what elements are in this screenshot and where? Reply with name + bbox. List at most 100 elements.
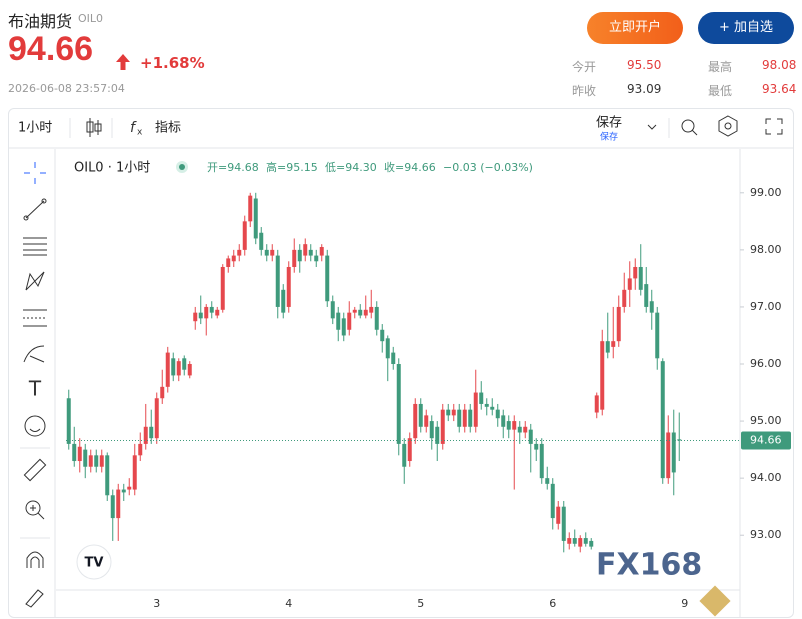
candle-body [523, 426, 528, 433]
candle-body [325, 255, 330, 302]
trendline-tool[interactable] [23, 198, 47, 221]
x-tick-label: 6 [549, 597, 556, 610]
quick-search-button[interactable] [681, 119, 698, 136]
lock-tool[interactable] [25, 589, 44, 608]
candle-body [490, 406, 495, 410]
magnet-tool[interactable] [26, 551, 44, 568]
candle-body [429, 421, 434, 439]
y-tick-label: 97.00 [750, 300, 782, 313]
instrument-title: 布油期货 [8, 12, 73, 31]
indicators-button[interactable]: 指标 [155, 121, 181, 136]
last-price: 94.66 [8, 30, 94, 68]
crosshair-tool[interactable] [24, 162, 46, 184]
candle-body [391, 352, 396, 365]
candle-body [187, 364, 192, 376]
candle-body [451, 409, 456, 416]
interval-button[interactable]: 1小时 [18, 121, 52, 136]
candle-body [589, 540, 594, 547]
chart-card [8, 108, 794, 618]
tv-logo [76, 544, 112, 580]
candle-body [407, 438, 412, 462]
candle-body [204, 306, 209, 319]
candle-body [501, 415, 506, 427]
candle-body [369, 306, 374, 313]
candle-body [308, 249, 313, 256]
candle-body [105, 455, 110, 496]
candle-body [215, 309, 220, 316]
save-dropdown[interactable] [647, 124, 657, 130]
candle-body [198, 312, 203, 319]
candle-body [176, 361, 181, 376]
candle-body [633, 266, 638, 279]
candle-body [457, 409, 462, 427]
candle-body [270, 249, 275, 256]
candle-body [72, 443, 77, 462]
watermark: FX168 [596, 548, 702, 583]
candle-body [347, 312, 352, 330]
candle-body [132, 455, 137, 490]
stat-value: 98.08 [762, 58, 797, 72]
candle-body [578, 538, 583, 547]
candle-body [556, 506, 561, 524]
legend-change: −0.03 (−0.03%) [443, 161, 533, 174]
x-tick-label: 5 [417, 597, 424, 610]
fib-tool[interactable] [23, 237, 47, 256]
emoji-tool[interactable] [24, 415, 46, 437]
candle-body [671, 432, 676, 473]
candle-body [512, 421, 517, 430]
candle-body [94, 455, 99, 467]
text-tool[interactable]: T [28, 377, 42, 401]
candle-body [572, 538, 577, 544]
candle-body [220, 266, 225, 310]
x-tick-label: 3 [153, 597, 160, 610]
stat-label: 最高 [708, 60, 733, 74]
zoom-tool[interactable] [25, 500, 45, 520]
timestamp: 2026-06-08 23:57:04 [8, 82, 125, 95]
candle-body [435, 426, 440, 444]
candle-body [374, 306, 379, 330]
candle-body [264, 249, 269, 256]
save-button[interactable]: 保存 [596, 116, 622, 131]
candle-body [528, 429, 533, 444]
candle-body [182, 358, 187, 370]
save-status: 保存 [600, 131, 618, 143]
candle-body [83, 449, 88, 467]
y-tick-label: 98.00 [750, 243, 782, 256]
candle-body [242, 221, 247, 250]
candle-body [622, 289, 627, 307]
stat-label: 昨收 [572, 84, 597, 98]
candle-body [605, 341, 610, 353]
candle-body [611, 341, 616, 347]
candle-body [121, 489, 126, 493]
candle-body [248, 195, 253, 222]
candle-body [193, 312, 198, 322]
fullscreen-button[interactable] [765, 118, 783, 135]
add-watchlist-button[interactable]: + 加自选 [698, 12, 794, 44]
candle-body [116, 489, 121, 519]
y-tick-label: 96.00 [750, 357, 782, 370]
candle-body [226, 258, 231, 267]
candle-body [644, 284, 649, 307]
candle-body [209, 306, 214, 313]
candle-body [440, 409, 445, 444]
ruler-tool[interactable] [23, 458, 47, 482]
forecast-tool[interactable] [23, 309, 47, 327]
pattern-tool[interactable] [25, 271, 45, 291]
candle-body [352, 309, 357, 313]
candle-body [336, 312, 341, 330]
candle-body [358, 309, 363, 316]
candle-body [484, 403, 489, 407]
candle-body [402, 443, 407, 467]
candle-body [138, 443, 143, 456]
candle-body [468, 409, 473, 427]
open-account-button[interactable]: 立即开户 [587, 12, 683, 44]
settings-button[interactable] [718, 115, 738, 137]
stat-label: 今开 [572, 60, 597, 74]
y-tick-label: 99.00 [750, 186, 782, 199]
candle-body [627, 278, 632, 290]
candle-body [539, 443, 544, 479]
candle-type-button[interactable] [86, 118, 102, 137]
candle-body [545, 478, 550, 484]
y-tick-label: 93.00 [750, 528, 782, 541]
brush-tool[interactable] [23, 345, 45, 363]
